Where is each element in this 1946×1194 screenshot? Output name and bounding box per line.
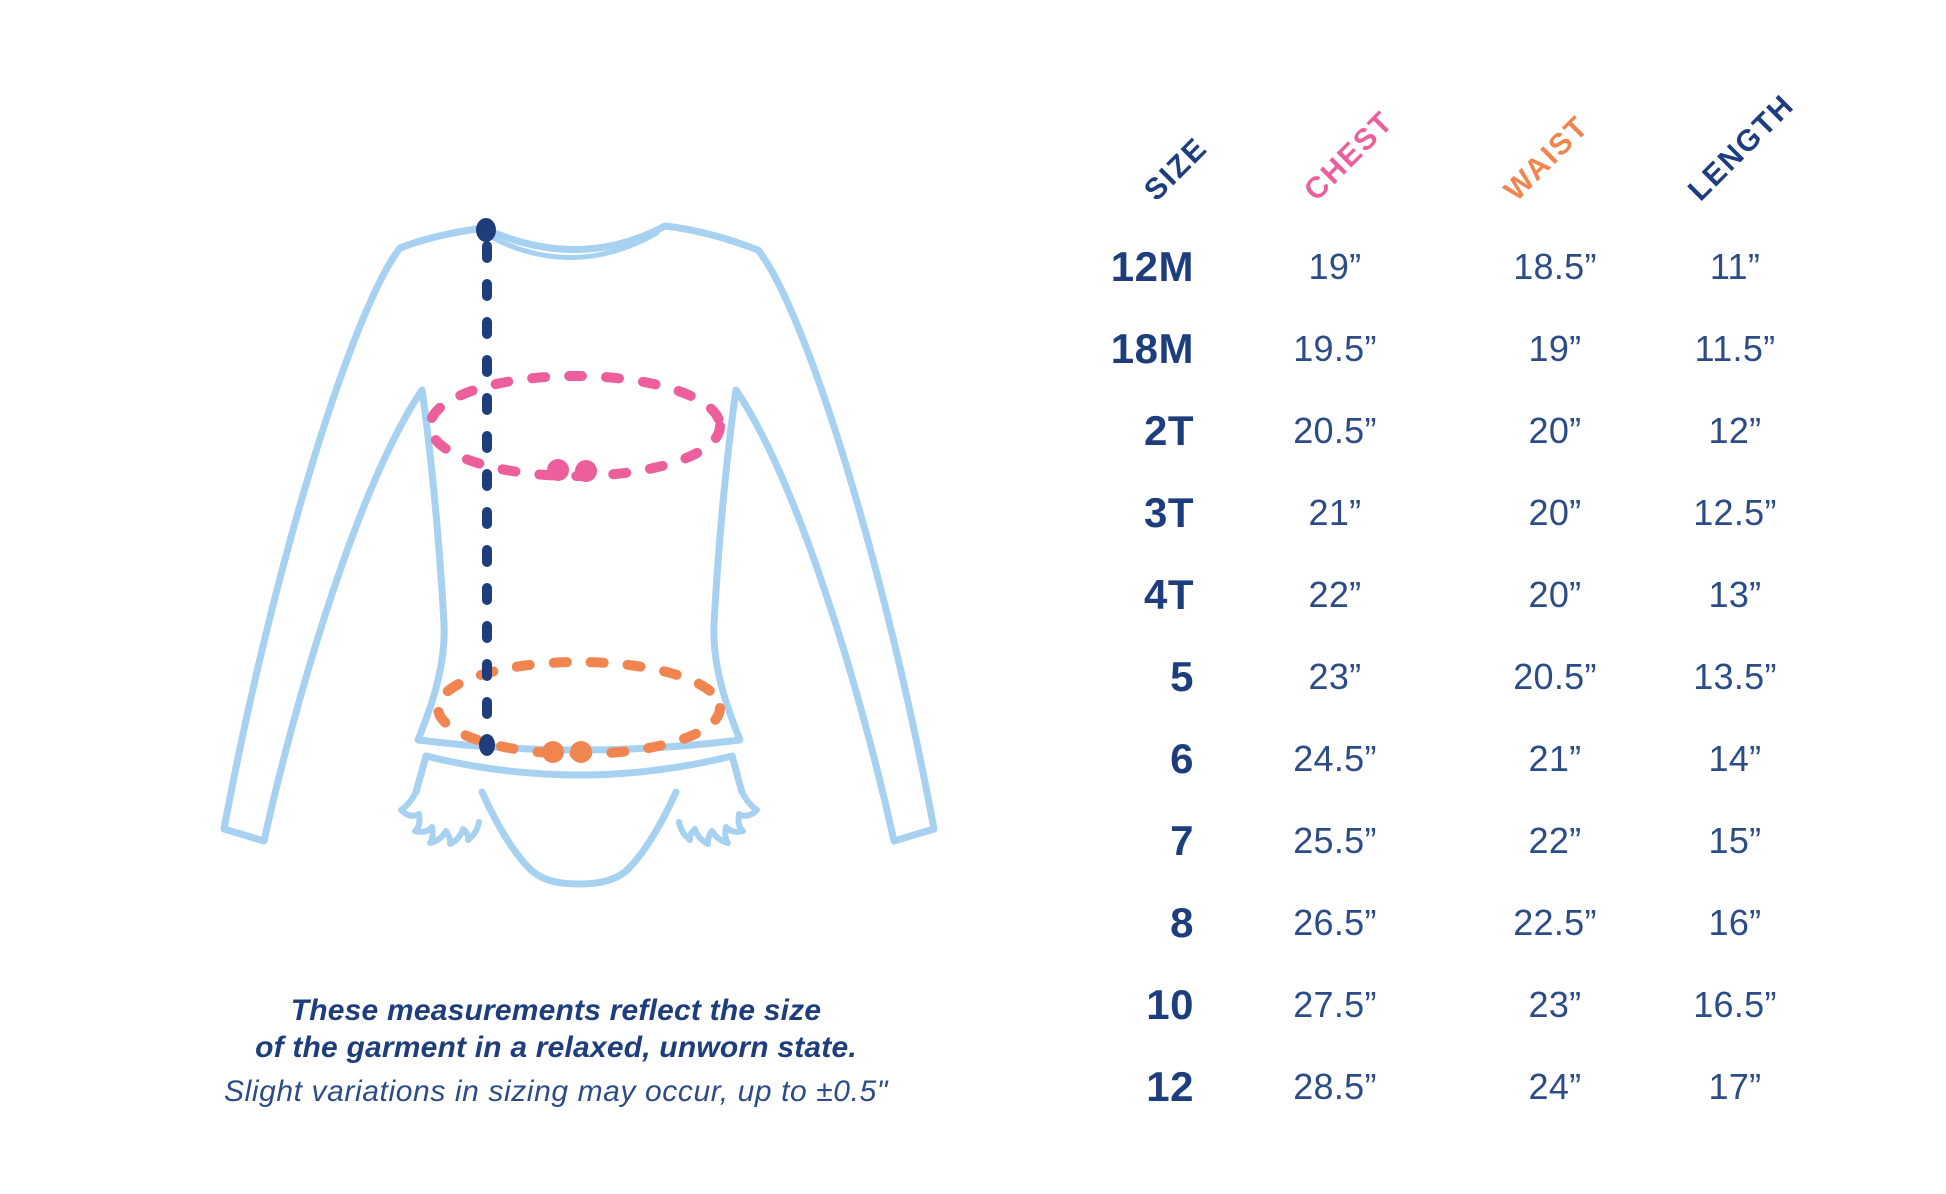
column-header-chest: CHEST bbox=[1297, 104, 1401, 208]
size-row: 10 27.5” 23” 16.5” bbox=[1040, 964, 1830, 1046]
swim-bottom-outline bbox=[412, 752, 746, 888]
size-cell: 6 bbox=[1170, 735, 1194, 782]
length-cell: 15” bbox=[1708, 820, 1762, 861]
size-row: 12 28.5” 24” 17” bbox=[1040, 1046, 1830, 1128]
size-row: 18M 19.5” 19” 11.5” bbox=[1040, 308, 1830, 390]
waist-cell: 24” bbox=[1528, 1066, 1582, 1107]
chest-measure-dot-2 bbox=[575, 460, 597, 482]
waist-measure-dot-1 bbox=[542, 741, 564, 763]
size-table-body: 12M 19” 18.5” 11” 18M 19.5” 19” 11.5” 2T 20.5” 20”… bbox=[1040, 226, 1830, 1128]
size-row: 6 24.5” 21” 14” bbox=[1040, 718, 1830, 800]
chest-cell: 27.5” bbox=[1293, 984, 1377, 1025]
chest-cell: 22” bbox=[1308, 574, 1362, 615]
length-measure-bottom-dot bbox=[479, 734, 495, 756]
size-row: 2T 20.5” 20” 12” bbox=[1040, 390, 1830, 472]
measurement-notes: These measurements reflect the size of t… bbox=[156, 992, 956, 1109]
note-line-1: These measurements reflect the size bbox=[290, 994, 822, 1027]
chest-cell: 20.5” bbox=[1293, 410, 1377, 451]
size-cell: 12M bbox=[1110, 243, 1194, 290]
size-row: 7 25.5” 22” 15” bbox=[1040, 800, 1830, 882]
length-cell: 16.5” bbox=[1693, 984, 1777, 1025]
waist-cell: 18.5” bbox=[1513, 246, 1597, 287]
size-table-header: SIZE CHEST WAIST LENGTH bbox=[1040, 78, 1830, 226]
size-row: 5 23” 20.5” 13.5” bbox=[1040, 636, 1830, 718]
size-cell: 4T bbox=[1143, 571, 1194, 618]
size-cell: 8 bbox=[1170, 899, 1194, 946]
waist-measure-dot-2 bbox=[570, 741, 592, 763]
length-cell: 11.5” bbox=[1694, 328, 1776, 369]
column-header-waist: WAIST bbox=[1497, 109, 1596, 208]
chest-cell: 19” bbox=[1308, 246, 1362, 287]
length-measure-top-dot bbox=[476, 218, 496, 242]
length-cell: 11” bbox=[1709, 246, 1761, 287]
chest-cell: 19.5” bbox=[1293, 328, 1377, 369]
neckline-inner-arc bbox=[488, 230, 660, 260]
chest-cell: 28.5” bbox=[1293, 1066, 1377, 1107]
waist-cell: 19” bbox=[1528, 328, 1582, 369]
length-cell: 12.5” bbox=[1693, 492, 1777, 533]
swim-bottom-waistband bbox=[422, 752, 736, 779]
chest-cell: 21” bbox=[1308, 492, 1362, 533]
waist-cell: 20” bbox=[1528, 574, 1582, 615]
waist-cell: 21” bbox=[1528, 738, 1582, 779]
chest-measurement-ellipse bbox=[425, 371, 725, 481]
column-header-size: SIZE bbox=[1137, 131, 1215, 208]
length-cell: 13.5” bbox=[1693, 656, 1777, 697]
size-cell: 10 bbox=[1146, 981, 1194, 1028]
length-cell: 13” bbox=[1708, 574, 1762, 615]
length-cell: 14” bbox=[1708, 738, 1762, 779]
note-line-2: of the garment in a relaxed, unworn stat… bbox=[255, 1031, 857, 1064]
size-cell: 7 bbox=[1170, 817, 1194, 864]
garment-diagram bbox=[220, 218, 938, 888]
size-cell: 3T bbox=[1143, 489, 1194, 536]
right-ruffle bbox=[676, 789, 760, 847]
size-cell: 12 bbox=[1146, 1063, 1194, 1110]
size-row: 3T 21” 20” 12.5” bbox=[1040, 472, 1830, 554]
length-cell: 12” bbox=[1708, 410, 1762, 451]
chest-cell: 26.5” bbox=[1293, 902, 1377, 943]
waist-cell: 20” bbox=[1528, 492, 1582, 533]
size-row: 8 26.5” 22.5” 16” bbox=[1040, 882, 1830, 964]
waist-cell: 23” bbox=[1528, 984, 1582, 1025]
size-row: 12M 19” 18.5” 11” bbox=[1040, 226, 1830, 308]
length-cell: 17” bbox=[1708, 1066, 1762, 1107]
size-table: SIZE CHEST WAIST LENGTH 12M 19” 18.5” 11” 18… bbox=[1040, 78, 1830, 1128]
waist-cell: 22.5” bbox=[1513, 902, 1597, 943]
size-row: 4T 22” 20” 13” bbox=[1040, 554, 1830, 636]
size-cell: 2T bbox=[1143, 407, 1194, 454]
rash-guard-top-outline bbox=[220, 222, 938, 845]
waist-cell: 20” bbox=[1528, 410, 1582, 451]
chest-measure-dot-1 bbox=[547, 459, 569, 481]
size-cell: 18M bbox=[1110, 325, 1194, 372]
chest-cell: 24.5” bbox=[1293, 738, 1377, 779]
length-cell: 16” bbox=[1708, 902, 1762, 943]
chest-cell: 25.5” bbox=[1293, 820, 1377, 861]
note-line-3: Slight variations in sizing may occur, u… bbox=[223, 1075, 889, 1108]
size-cell: 5 bbox=[1170, 653, 1194, 700]
left-ruffle bbox=[398, 789, 482, 847]
waist-cell: 20.5” bbox=[1513, 656, 1597, 697]
column-header-length: LENGTH bbox=[1681, 88, 1801, 208]
waist-cell: 22” bbox=[1528, 820, 1582, 861]
chest-cell: 23” bbox=[1308, 656, 1362, 697]
